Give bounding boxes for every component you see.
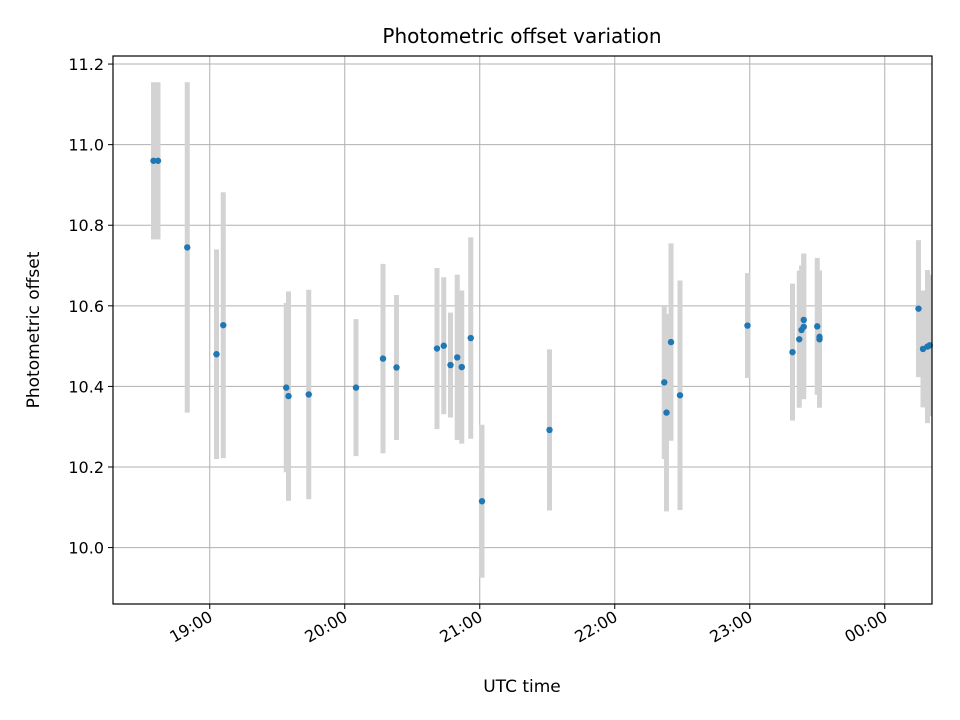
plot-frame xyxy=(112,55,933,605)
data-point xyxy=(816,333,823,341)
y-axis-label: Photometric offset xyxy=(24,251,44,408)
y-tick-label: 11.2 xyxy=(68,55,104,74)
data-point xyxy=(478,498,486,505)
x-tick-label: 22:00 xyxy=(571,607,620,647)
data-point xyxy=(926,342,933,349)
y-tick-label: 10.4 xyxy=(68,377,104,396)
data-point xyxy=(744,322,751,329)
data-point xyxy=(184,244,191,251)
data-point xyxy=(352,384,360,391)
data-point xyxy=(379,355,387,362)
data-point xyxy=(154,157,162,164)
data-point xyxy=(663,409,670,416)
x-tick-label: 23:00 xyxy=(706,607,755,647)
y-tick-label: 11.0 xyxy=(68,136,104,155)
data-point xyxy=(800,323,807,330)
data-point xyxy=(220,321,227,329)
grid-layer xyxy=(113,56,932,604)
y-tick-label: 10.0 xyxy=(68,539,104,558)
data-point xyxy=(796,336,803,343)
data-point xyxy=(546,426,553,434)
data-point xyxy=(789,348,796,356)
data-point xyxy=(305,391,312,398)
data-point xyxy=(676,392,684,399)
data-point xyxy=(458,363,465,371)
y-tick-label: 10.6 xyxy=(68,297,104,316)
data-point xyxy=(800,316,807,324)
data-point xyxy=(285,392,292,400)
chart-title: Photometric offset variation xyxy=(382,24,661,48)
x-axis-label: UTC time xyxy=(483,677,561,697)
data-point xyxy=(433,345,441,352)
data-point xyxy=(667,338,675,346)
x-tick-label: 00:00 xyxy=(841,607,890,647)
x-tick-label: 19:00 xyxy=(166,607,215,647)
y-tick-label: 10.2 xyxy=(68,458,104,477)
x-tick-label: 20:00 xyxy=(301,607,350,647)
data-point xyxy=(283,384,290,391)
data-point xyxy=(440,342,447,349)
data-point xyxy=(814,323,821,330)
y-tick-label: 10.8 xyxy=(68,216,104,235)
data-point xyxy=(393,364,400,371)
data-point xyxy=(915,305,922,312)
data-point xyxy=(661,379,668,386)
x-tick-label: 21:00 xyxy=(436,607,485,647)
errorbar-layer xyxy=(151,82,933,578)
data-point xyxy=(213,350,220,358)
data-point xyxy=(150,157,157,164)
data-point xyxy=(454,354,461,361)
data-point xyxy=(467,334,474,342)
point-layer xyxy=(150,157,933,505)
data-point xyxy=(447,361,454,369)
